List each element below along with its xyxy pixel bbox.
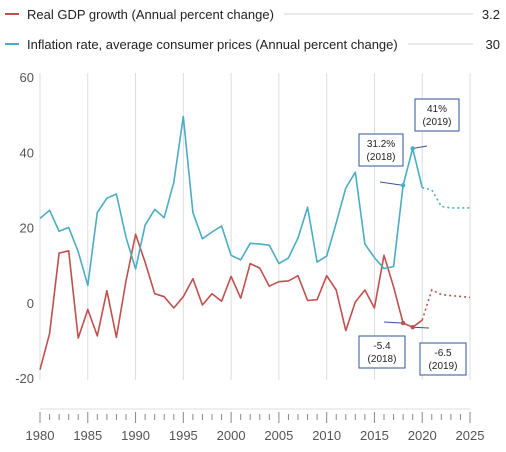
chart-legend: Real GDP growth (Annual percent change) 3… bbox=[5, 7, 500, 52]
x-tick-label: 2025 bbox=[456, 428, 485, 443]
callout-point bbox=[410, 325, 415, 330]
callout-box bbox=[419, 342, 467, 376]
callout-point bbox=[400, 320, 406, 326]
callout-pointer bbox=[383, 321, 404, 324]
annotation-callout: 31.2% (2018) bbox=[358, 133, 406, 188]
annotations-layer: 31.2% (2018) 41% (2019) -5.4 (2018) -6.5 (2019) bbox=[358, 98, 467, 376]
callout-pointer bbox=[412, 326, 430, 329]
x-tick-label: 1990 bbox=[121, 428, 150, 443]
callout-pointer bbox=[412, 145, 428, 149]
series-line-inflation bbox=[39, 115, 423, 287]
callout-box bbox=[414, 98, 460, 132]
x-tick-label: 2000 bbox=[217, 428, 246, 443]
x-tick-label: 1995 bbox=[169, 428, 198, 443]
y-tick-label: 0 bbox=[27, 296, 34, 311]
series-projection-inflation bbox=[422, 186, 470, 209]
series-projection-gdp-growth bbox=[421, 288, 471, 321]
annotation-callout: -5.4 (2018) bbox=[358, 320, 406, 369]
callout-point bbox=[400, 183, 406, 188]
x-axis: 1980 1985 1990 1995 2000 2005 2010 2015 2020 2025 bbox=[26, 408, 485, 443]
y-axis-ticks: 60 40 20 0 -20 bbox=[15, 70, 34, 386]
callout-text: 31.2% (2018) bbox=[367, 139, 396, 163]
legend-label: Inflation rate, average consumer prices … bbox=[27, 37, 398, 52]
x-tick-label: 1980 bbox=[26, 428, 55, 443]
callout-text: -6.5 (2019) bbox=[429, 348, 458, 372]
annotation-callout: 41% (2019) bbox=[410, 98, 460, 151]
legend-label: Real GDP growth (Annual percent change) bbox=[27, 7, 274, 22]
callout-text: 41% (2019) bbox=[423, 104, 452, 128]
y-tick-label: 20 bbox=[20, 221, 34, 236]
x-tick-label: 1985 bbox=[73, 428, 102, 443]
series-line-gdp-growth bbox=[39, 233, 423, 370]
grid-lines bbox=[39, 73, 471, 380]
callout-box bbox=[358, 335, 406, 369]
series-layer bbox=[39, 115, 471, 370]
callout-box bbox=[358, 133, 404, 167]
x-tick-label: 2005 bbox=[264, 428, 293, 443]
legend-value: 3.2 bbox=[482, 7, 500, 22]
y-tick-label: 60 bbox=[20, 70, 34, 85]
x-tick-label: 2020 bbox=[408, 428, 437, 443]
callout-text: -5.4 (2018) bbox=[368, 341, 397, 365]
legend-value: 30 bbox=[486, 37, 500, 52]
y-tick-label: 40 bbox=[20, 145, 34, 160]
y-tick-label: -20 bbox=[15, 371, 34, 386]
x-tick-label: 2010 bbox=[312, 428, 341, 443]
annotation-callout: -6.5 (2019) bbox=[410, 325, 467, 376]
callout-pointer bbox=[379, 181, 404, 186]
callout-point bbox=[410, 146, 415, 151]
x-tick-label: 2015 bbox=[360, 428, 389, 443]
